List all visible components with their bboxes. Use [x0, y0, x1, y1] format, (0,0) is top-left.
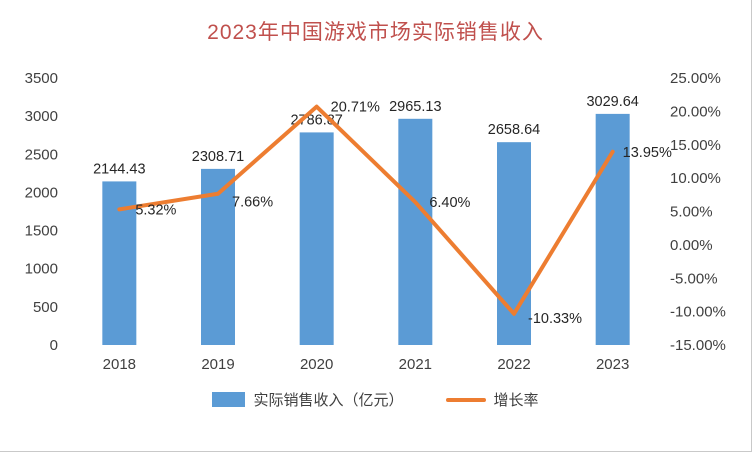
y-axis-left-tick: 500: [33, 299, 58, 316]
y-axis-left-tick: 3500: [25, 70, 58, 87]
x-axis-tick: 2022: [497, 356, 530, 373]
bar-value-label: 2144.43: [93, 161, 145, 177]
legend-bar-swatch-icon: [212, 392, 246, 407]
x-axis-tick: 2018: [103, 356, 136, 373]
legend-item-growth: 增长率: [445, 389, 539, 410]
y-axis-left-tick: 1500: [25, 223, 58, 240]
bar-2019: [201, 168, 235, 345]
line-point-label: 13.95%: [623, 145, 672, 161]
x-axis-tick: 2023: [596, 356, 629, 373]
y-axis-right-tick: 15.00%: [670, 137, 721, 154]
bar-2020: [299, 132, 334, 345]
bar-value-label: 2965.13: [389, 99, 441, 115]
y-axis-left-tick: 3000: [25, 108, 58, 125]
y-axis-right-tick: 5.00%: [670, 204, 713, 221]
y-axis-right-tick: -10.00%: [670, 304, 726, 321]
bar-2021: [398, 118, 433, 345]
legend-line-swatch-icon: [445, 397, 486, 402]
bar-value-label: 2308.71: [192, 149, 244, 165]
y-axis-left-tick: 2000: [25, 184, 58, 201]
legend-label-growth: 增长率: [493, 392, 539, 409]
line-point-label: 20.71%: [331, 100, 380, 116]
y-axis-right-tick: 0.00%: [670, 237, 713, 254]
y-axis-right-tick: -5.00%: [670, 270, 718, 287]
line-point-label: -10.33%: [528, 311, 582, 327]
x-axis-tick: 2019: [201, 356, 234, 373]
y-axis-right-tick: 20.00%: [670, 103, 721, 120]
legend-label-revenue: 实际销售收入（亿元）: [253, 392, 404, 409]
line-point-label: 7.66%: [232, 195, 273, 211]
chart-plot-area: 3500 3000 2500 2000 1500 1000 500 0 25.00% 20.00%…: [25, 70, 726, 373]
line-point-label: 6.40%: [429, 195, 470, 211]
y-axis-left-tick: 2500: [25, 146, 58, 163]
x-axis-tick: 2020: [300, 356, 333, 373]
bar-value-label: 2658.64: [488, 122, 540, 138]
y-axis-left-tick: 0: [50, 337, 58, 354]
y-axis-right-tick: 25.00%: [670, 70, 721, 87]
line-point-label: 5.32%: [135, 202, 176, 218]
legend-item-revenue: 实际销售收入（亿元）: [212, 389, 404, 410]
chart-title: 2023年中国游戏市场实际销售收入: [207, 21, 544, 44]
y-axis-right-tick: -15.00%: [670, 337, 726, 354]
growth-rate-line: [117, 104, 615, 316]
chart-legend: 实际销售收入（亿元） 增长率: [0, 389, 751, 410]
y-axis-left-tick: 1000: [25, 261, 58, 278]
bar-value-label: 3029.64: [586, 94, 638, 110]
x-axis-tick: 2021: [399, 356, 432, 373]
y-axis-right-tick: 10.00%: [670, 170, 721, 187]
